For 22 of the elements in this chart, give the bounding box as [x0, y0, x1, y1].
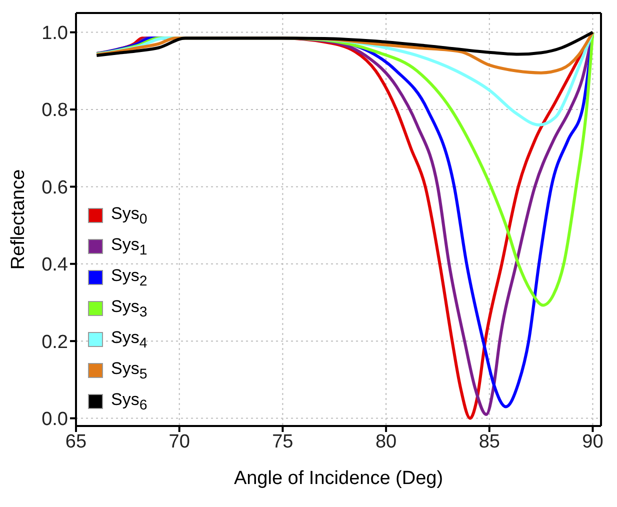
legend-label: Sys$_{1}$	[111, 234, 148, 258]
y-tick-label: 0.6	[42, 177, 68, 198]
y-tick-label: 0.8	[42, 100, 68, 122]
legend-label: Sys$_{0}$	[111, 204, 148, 228]
legend-label: Sys$_{2}$	[111, 266, 148, 290]
y-tick-label: 1.0	[42, 23, 68, 44]
x-tick-label: 65	[65, 431, 87, 452]
y-tick-label: 0.0	[42, 409, 68, 430]
x-tick-label: 90	[582, 431, 604, 452]
x-tick-label: 85	[478, 431, 500, 452]
line-series	[95, 30, 594, 57]
y-tick-label: 0.4	[42, 254, 68, 276]
x-tick-label: 75	[272, 431, 294, 452]
x-tick-label: 70	[168, 431, 190, 452]
legend-label: Sys$_{5}$	[111, 358, 148, 382]
y-axis-title: Reflectance	[8, 169, 29, 270]
legend-label: Sys$_{4}$	[111, 328, 148, 352]
x-tick-label: 80	[375, 431, 397, 452]
legend-label: Sys$_{6}$	[111, 390, 148, 414]
legend-label: Sys$_{3}$	[111, 296, 148, 320]
y-tick-label: 0.2	[42, 332, 68, 353]
x-axis-title: Angle of Incidence (Deg)	[234, 468, 444, 489]
